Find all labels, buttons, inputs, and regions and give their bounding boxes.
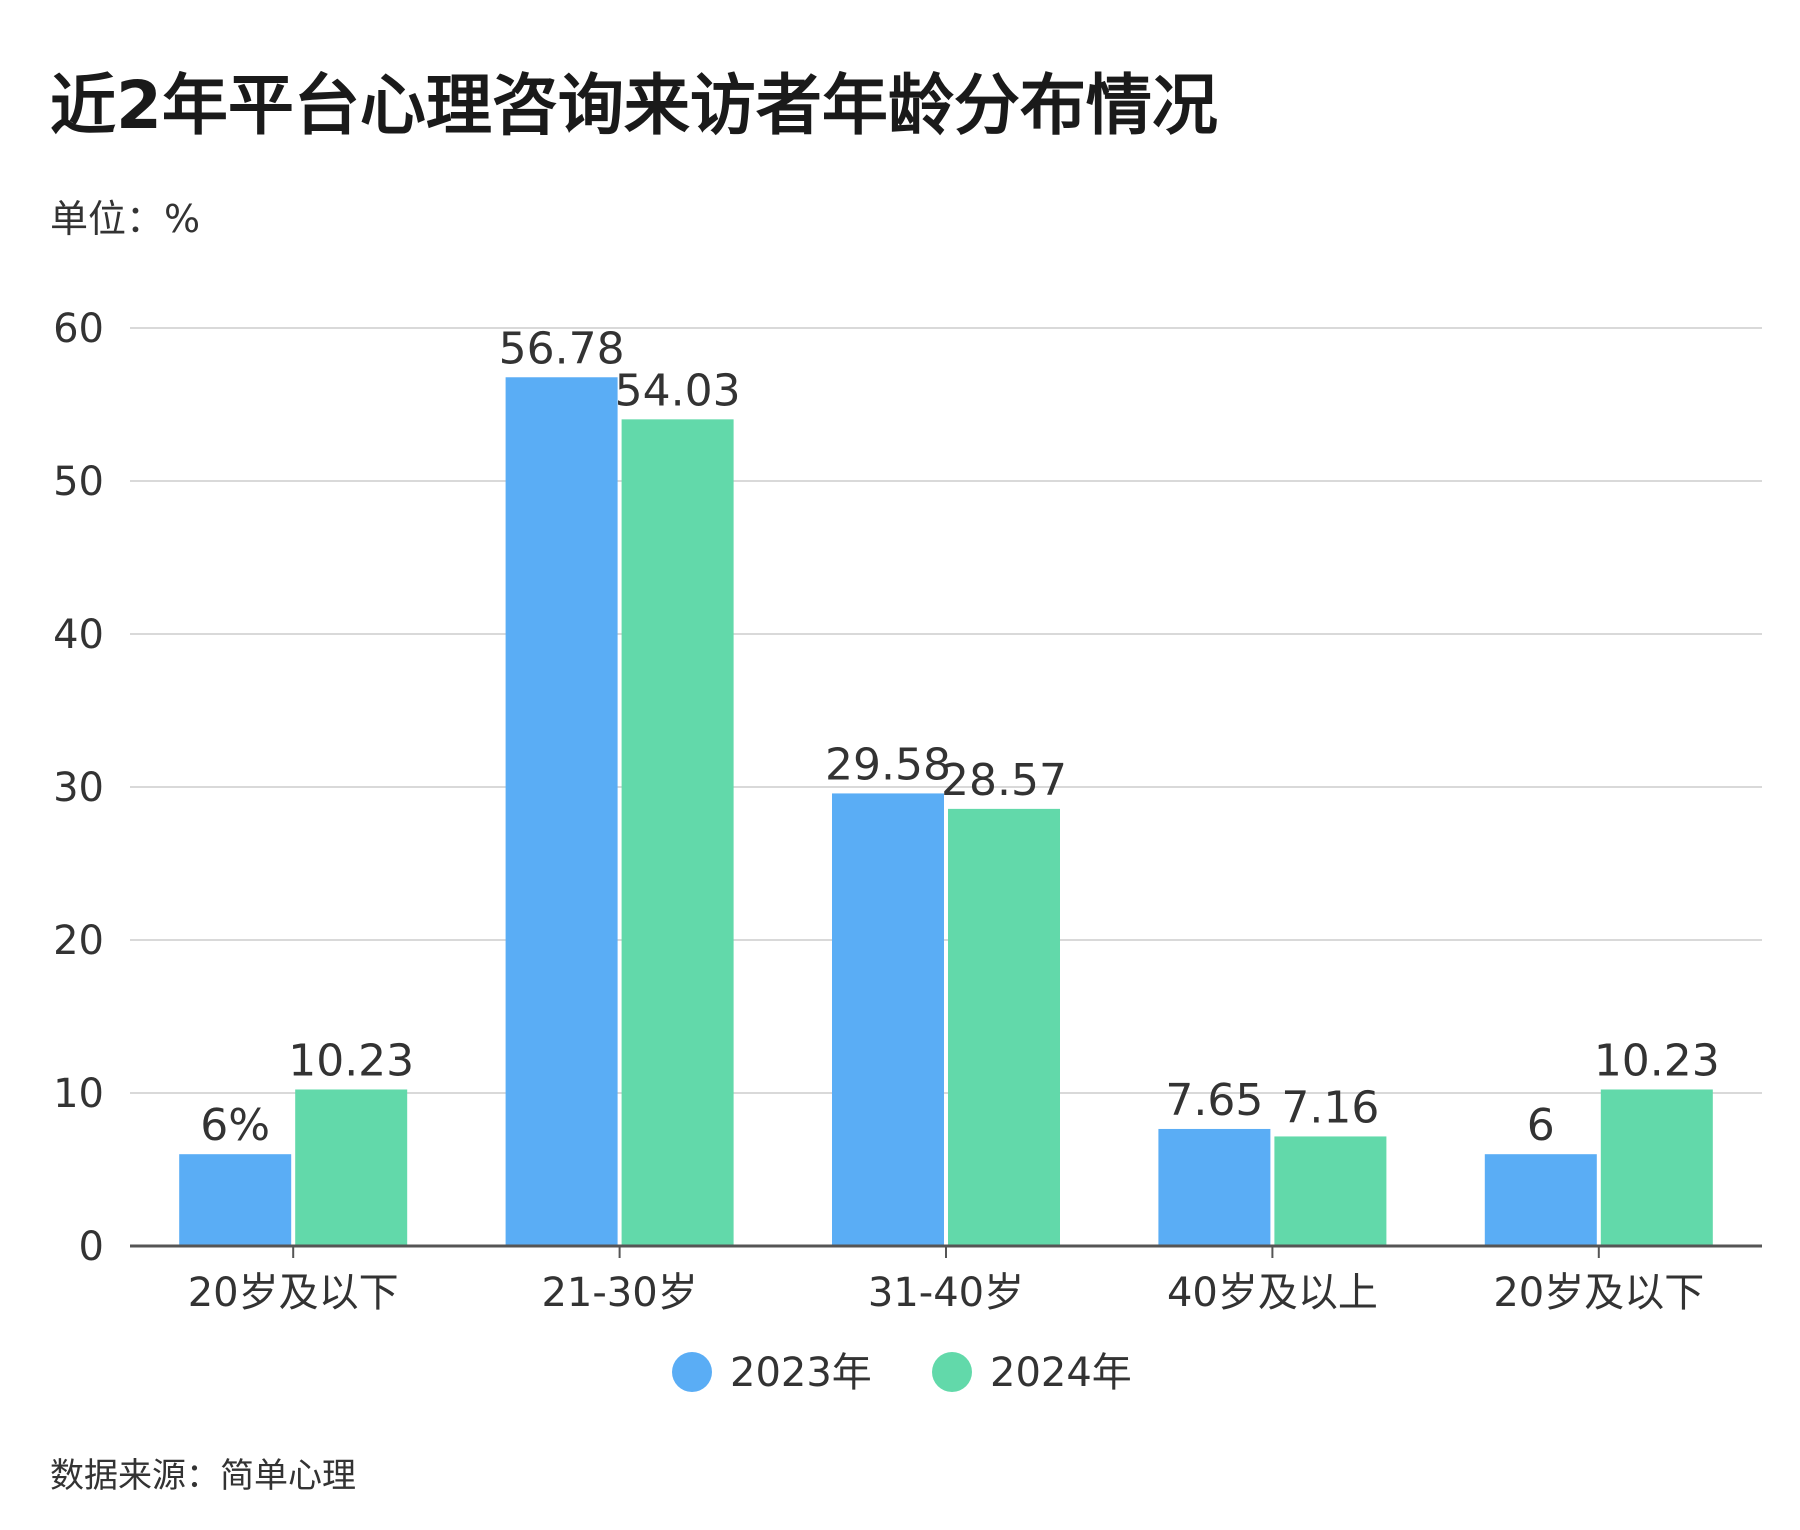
data-label: 10.23 <box>1594 1035 1720 1086</box>
legend-swatch <box>932 1352 972 1392</box>
bar-2024年 <box>1274 1136 1387 1246</box>
chart-title: 近2年平台心理咨询来访者年龄分布情况 <box>50 67 1218 144</box>
x-tick-label: 40岁及以上 <box>1167 1270 1378 1316</box>
y-tick-label: 20 <box>53 918 104 964</box>
x-axis <box>130 1244 1762 1258</box>
y-tick-label: 40 <box>53 612 104 658</box>
data-label: 6 <box>1527 1100 1555 1151</box>
x-tick-label: 20岁及以下 <box>188 1270 399 1316</box>
x-tick-label: 31-40岁 <box>868 1270 1024 1316</box>
data-label: 6% <box>200 1100 270 1151</box>
legend-label: 2023年 <box>730 1350 872 1396</box>
legend: 2023年 2024年 <box>672 1350 1132 1396</box>
bars <box>179 377 1713 1246</box>
data-label: 54.03 <box>615 365 741 416</box>
bar-2023年 <box>832 793 944 1246</box>
bar-2024年 <box>295 1089 408 1246</box>
data-label: 10.23 <box>288 1035 414 1086</box>
bar-2023年 <box>1158 1128 1271 1246</box>
bar-2023年 <box>505 377 618 1246</box>
gridlines <box>130 327 1762 1094</box>
y-tick-label: 60 <box>53 306 104 352</box>
data-label: 7.16 <box>1281 1082 1379 1133</box>
data-label: 56.78 <box>499 323 625 374</box>
legend-label: 2024年 <box>990 1350 1132 1396</box>
y-tick-label: 50 <box>53 459 104 505</box>
x-tick-label: 21-30岁 <box>541 1270 697 1316</box>
data-label: 28.57 <box>941 755 1067 806</box>
y-tick-label: 10 <box>53 1071 104 1117</box>
data-label: 7.65 <box>1165 1075 1263 1126</box>
bar-2023年 <box>179 1154 292 1246</box>
y-axis-ticks: 0 10 20 30 40 50 60 <box>53 306 104 1270</box>
y-tick-label: 30 <box>53 765 104 811</box>
legend-swatch <box>672 1352 712 1392</box>
bar-2024年 <box>621 419 734 1246</box>
bar-2024年 <box>948 808 1060 1246</box>
bar-2024年 <box>1600 1089 1713 1246</box>
source-note: 数据来源：简单心理 <box>50 1456 356 1496</box>
x-tick-label: 20岁及以下 <box>1493 1270 1704 1316</box>
bar-2023年 <box>1484 1154 1597 1246</box>
x-axis-labels: 20岁及以下 21-30岁 31-40岁 40岁及以上 20岁及以下 <box>188 1270 1705 1316</box>
y-tick-label: 0 <box>79 1224 104 1270</box>
unit-label: 单位：% <box>50 197 201 241</box>
data-label: 29.58 <box>825 739 951 790</box>
